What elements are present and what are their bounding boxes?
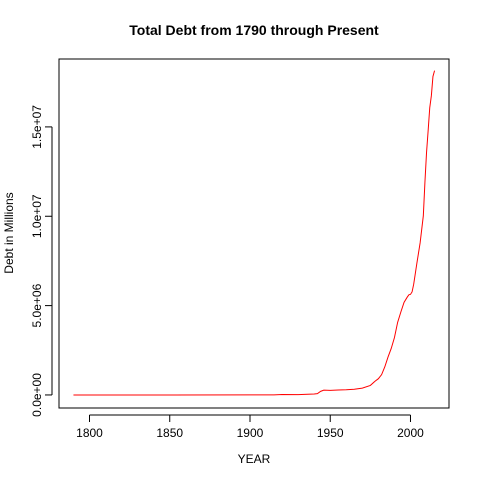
- chart-title: Total Debt from 1790 through Present: [129, 22, 379, 38]
- y-tick-label: 1.5e+07: [30, 105, 44, 149]
- x-tick-label: 1850: [156, 426, 183, 440]
- y-tick-label: 0.0e+00: [30, 373, 44, 417]
- x-tick-label: 1900: [237, 426, 264, 440]
- x-tick-label: 1800: [76, 426, 103, 440]
- x-tick-label: 1950: [317, 426, 344, 440]
- series-line-total-debt: [73, 70, 436, 396]
- plot-area-frame: [58, 58, 450, 409]
- x-axis: 1800 1850 1900 1950 2000: [76, 414, 424, 440]
- y-tick-label: 5.0e+06: [30, 283, 44, 327]
- x-axis-label: YEAR: [238, 452, 271, 466]
- x-tick-label: 2000: [397, 426, 424, 440]
- y-axis-label: Debt in Millions: [2, 192, 16, 273]
- y-axis: 0.0e+00 5.0e+06 1.0e+07 1.5e+07: [30, 105, 53, 417]
- y-tick-label: 1.0e+07: [30, 194, 44, 238]
